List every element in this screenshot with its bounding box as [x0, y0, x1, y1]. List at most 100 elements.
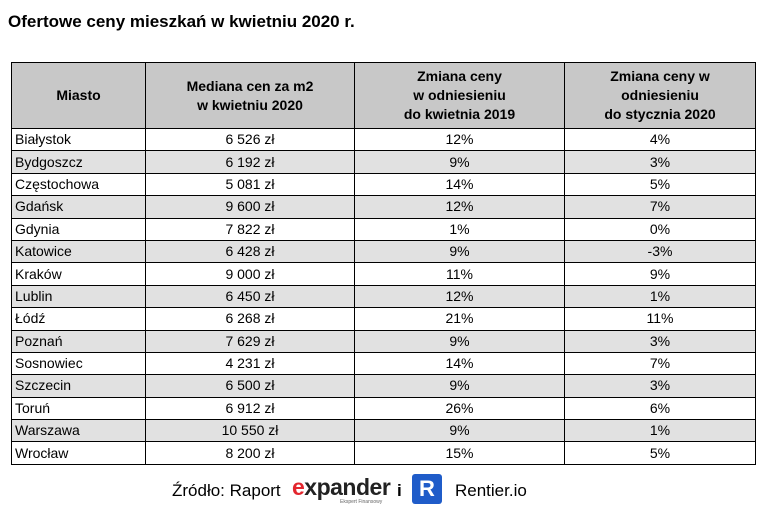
median-price-cell: 6 526 zł — [145, 127, 355, 152]
change-april-2019-cell: 15% — [354, 441, 565, 465]
conjunction: i — [397, 481, 402, 500]
change-january-2020-cell: 7% — [564, 195, 756, 219]
table-row: Lublin 6 450 zł 12% 1% — [11, 284, 756, 309]
median-price-cell: 6 428 zł — [145, 239, 355, 264]
median-price-cell: 6 450 zł — [145, 284, 355, 309]
table-row: Wrocław 8 200 zł 15% 5% — [11, 441, 756, 465]
change-april-2019-cell: 14% — [354, 172, 565, 197]
change-january-2020-cell: 4% — [564, 127, 756, 152]
median-price-cell: 6 192 zł — [145, 150, 355, 174]
change-january-2020-cell: 11% — [564, 307, 756, 331]
city-cell: Gdańsk — [11, 195, 146, 219]
city-cell: Toruń — [11, 396, 146, 421]
change-january-2020-cell: 1% — [564, 419, 756, 443]
expander-logo-rest: xpander — [304, 474, 391, 500]
change-april-2019-cell: 12% — [354, 195, 565, 219]
change-april-2019-cell: 14% — [354, 351, 565, 376]
median-price-cell: 4 231 zł — [145, 351, 355, 376]
change-january-2020-cell: 3% — [564, 329, 756, 353]
table-row: Poznań 7 629 zł 9% 3% — [11, 329, 756, 353]
change-april-2019-cell: 9% — [354, 150, 565, 174]
city-cell: Gdynia — [11, 217, 146, 241]
city-cell: Poznań — [11, 329, 146, 353]
table-row: Gdynia 7 822 zł 1% 0% — [11, 217, 756, 241]
rentier-name: Rentier.io — [455, 481, 527, 500]
table-row: Toruń 6 912 zł 26% 6% — [11, 396, 756, 421]
change-january-2020-cell: 0% — [564, 217, 756, 241]
header-line: Miasto — [56, 87, 101, 103]
change-april-2019-cell: 1% — [354, 217, 565, 241]
median-price-cell: 6 912 zł — [145, 396, 355, 421]
expander-tagline: Ekspert Finansowy — [340, 499, 383, 505]
city-cell: Warszawa — [11, 419, 146, 443]
header-line: do kwietnia 2019 — [403, 106, 516, 122]
header-row: Miasto Mediana cen za m2 w kwietniu 2020 Zm… — [11, 62, 756, 129]
city-cell: Bydgoszcz — [11, 150, 146, 174]
change-january-2020-cell: 9% — [564, 262, 756, 286]
table-row: Bydgoszcz 6 192 zł 9% 3% — [11, 150, 756, 174]
table-row: Białystok 6 526 zł 12% 4% — [11, 127, 756, 152]
change-april-2019-cell: 26% — [354, 396, 565, 421]
table-row: Warszawa 10 550 zł 9% 1% — [11, 419, 756, 443]
table-row: Łódź 6 268 zł 21% 11% — [11, 307, 756, 331]
city-cell: Katowice — [11, 239, 146, 264]
city-cell: Wrocław — [11, 441, 146, 465]
change-april-2019-cell: 9% — [354, 329, 565, 353]
table-row: Katowice 6 428 zł 9% -3% — [11, 239, 756, 264]
page-title: Ofertowe ceny mieszkań w kwietniu 2020 r… — [8, 12, 355, 31]
source-label: Źródło: Raport — [172, 481, 281, 500]
header-change-april-2019: Zmiana ceny w odniesieniu do kwietnia 2019 — [354, 62, 565, 129]
table-row: Sosnowiec 4 231 zł 14% 7% — [11, 351, 756, 376]
city-cell: Szczecin — [11, 374, 146, 398]
change-january-2020-cell: 1% — [564, 284, 756, 309]
header-line: Zmiana ceny — [417, 68, 502, 84]
change-april-2019-cell: 12% — [354, 284, 565, 309]
city-cell: Lublin — [11, 284, 146, 309]
change-april-2019-cell: 12% — [354, 127, 565, 152]
header-median-price: Mediana cen za m2 w kwietniu 2020 — [145, 62, 355, 129]
table-row: Kraków 9 000 zł 11% 9% — [11, 262, 756, 286]
table-row: Szczecin 6 500 zł 9% 3% — [11, 374, 756, 398]
table-row: Częstochowa 5 081 zł 14% 5% — [11, 172, 756, 197]
header-line: w odniesieniu — [413, 87, 506, 103]
city-cell: Kraków — [11, 262, 146, 286]
median-price-cell: 6 500 zł — [145, 374, 355, 398]
change-april-2019-cell: 9% — [354, 419, 565, 443]
header-line: w kwietniu 2020 — [197, 96, 303, 113]
table-row: Gdańsk 9 600 zł 12% 7% — [11, 195, 756, 219]
city-cell: Białystok — [11, 127, 146, 152]
header-city: Miasto — [11, 62, 146, 129]
median-price-cell: 5 081 zł — [145, 172, 355, 197]
expander-logo-e: e — [292, 474, 305, 500]
change-january-2020-cell: 3% — [564, 150, 756, 174]
expander-logo: expander — [292, 474, 391, 501]
median-price-cell: 10 550 zł — [145, 419, 355, 443]
table-body: Białystok 6 526 zł 12% 4% Bydgoszcz 6 192 zł 9… — [11, 127, 756, 465]
change-january-2020-cell: -3% — [564, 239, 756, 264]
header-change-january-2020: Zmiana ceny w odniesieniu do stycznia 2020 — [564, 62, 756, 129]
median-price-cell: 8 200 zł — [145, 441, 355, 465]
change-january-2020-cell: 3% — [564, 374, 756, 398]
change-january-2020-cell: 6% — [564, 396, 756, 421]
source-footer: Źródło: Raport expander Ekspert Finansow… — [0, 472, 771, 512]
change-january-2020-cell: 5% — [564, 172, 756, 197]
change-april-2019-cell: 11% — [354, 262, 565, 286]
city-cell: Częstochowa — [11, 172, 146, 197]
rentier-logo-icon: R — [412, 474, 442, 504]
median-price-cell: 7 822 zł — [145, 217, 355, 241]
median-price-cell: 9 000 zł — [145, 262, 355, 286]
price-table: Miasto Mediana cen za m2 w kwietniu 2020 Zm… — [11, 62, 756, 465]
header-line: Zmiana ceny w — [610, 68, 710, 84]
median-price-cell: 6 268 zł — [145, 307, 355, 331]
header-line: do stycznia 2020 — [604, 106, 716, 122]
median-price-cell: 9 600 zł — [145, 195, 355, 219]
change-april-2019-cell: 9% — [354, 239, 565, 264]
median-price-cell: 7 629 zł — [145, 329, 355, 353]
change-january-2020-cell: 7% — [564, 351, 756, 376]
change-april-2019-cell: 9% — [354, 374, 565, 398]
change-january-2020-cell: 5% — [564, 441, 756, 465]
change-april-2019-cell: 21% — [354, 307, 565, 331]
city-cell: Łódź — [11, 307, 146, 331]
city-cell: Sosnowiec — [11, 351, 146, 376]
header-line: odniesieniu — [621, 87, 699, 103]
